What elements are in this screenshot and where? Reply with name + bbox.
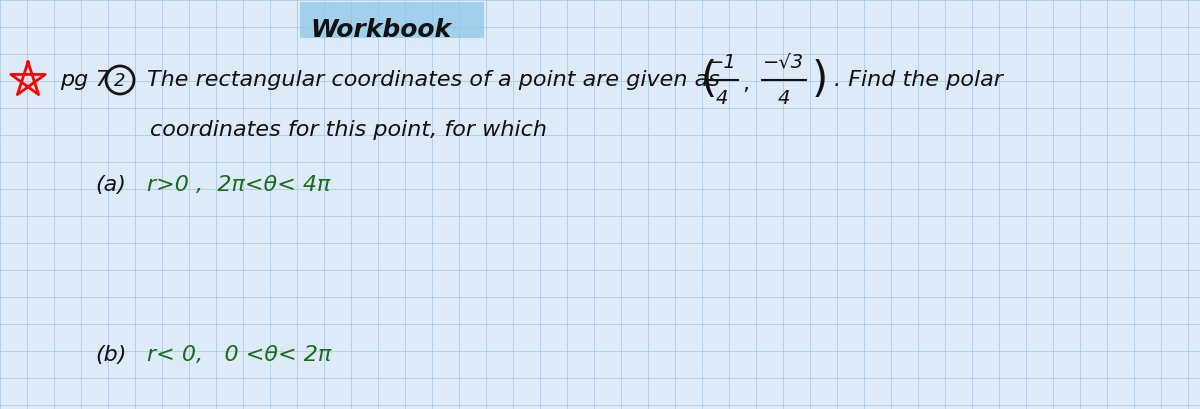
- Text: (b): (b): [95, 345, 126, 365]
- Text: coordinates for this point, for which: coordinates for this point, for which: [150, 120, 547, 140]
- Text: Workbook: Workbook: [310, 18, 451, 42]
- Text: r>0 ,  2π<θ< 4π: r>0 , 2π<θ< 4π: [148, 175, 330, 195]
- Text: −1: −1: [708, 52, 737, 72]
- Text: pg 7: pg 7: [60, 70, 109, 90]
- Text: (: (: [700, 59, 716, 101]
- Text: The rectangular coordinates of a point are given as: The rectangular coordinates of a point a…: [148, 70, 720, 90]
- Text: ): ): [812, 59, 828, 101]
- Text: . Find the polar: . Find the polar: [834, 70, 1003, 90]
- Text: 4: 4: [716, 88, 728, 108]
- FancyBboxPatch shape: [300, 2, 484, 38]
- Text: (a): (a): [95, 175, 126, 195]
- Text: 2: 2: [114, 72, 126, 90]
- Text: ,: ,: [742, 74, 749, 94]
- Text: r< 0,   0 <θ< 2π: r< 0, 0 <θ< 2π: [148, 345, 331, 365]
- Text: −√3: −√3: [763, 52, 804, 72]
- Text: 4: 4: [778, 88, 790, 108]
